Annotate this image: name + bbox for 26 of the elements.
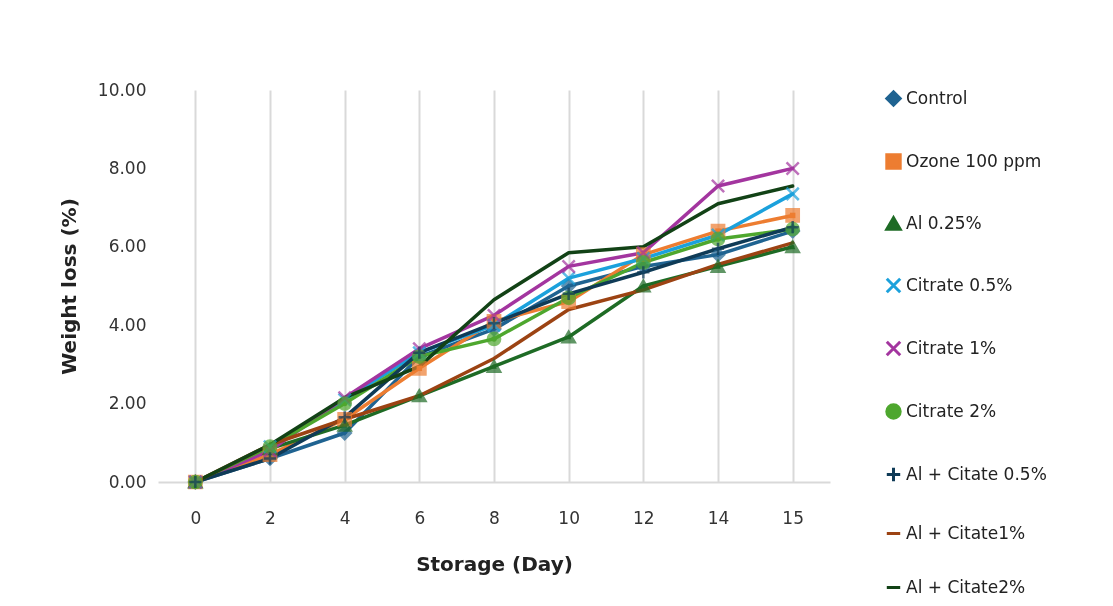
y-tick-label: 6.00 [108,236,147,257]
legend-label: Citrate 0.5% [906,274,1013,295]
x-tick-label: 14 [707,507,730,528]
x-tick-label: 8 [489,507,500,528]
x-tick-label: 10 [558,507,580,528]
legend-label: Al + Citate1% [906,522,1026,543]
y-tick-label: 10.00 [97,79,147,100]
legend-label: Citrate 2% [906,400,997,421]
legend-label: Al + Citate2% [906,576,1026,597]
x-tick-label: 0 [190,507,202,528]
legend-label: Ozone 100 ppm [906,150,1042,171]
y-axis-title: Weight loss (%) [56,198,81,375]
y-tick-label: 4.00 [108,314,147,335]
legend-label: Al + Citate 0.5% [906,463,1047,484]
x-axis-title: Storage (Day) [416,551,573,576]
x-tick-label: 15 [782,507,804,528]
x-tick-label: 6 [414,507,426,528]
x-tick-label: 12 [633,507,655,528]
y-tick-label: 8.00 [108,157,147,178]
y-tick-label: 0.00 [108,471,147,492]
x-tick-label: 2 [265,507,276,528]
x-tick-label: 4 [339,507,351,528]
legend-label: Control [906,87,968,108]
legend-label: Citrate 1% [906,337,997,358]
legend-label: Al 0.25% [906,212,982,233]
y-tick-label: 2.00 [108,393,147,414]
